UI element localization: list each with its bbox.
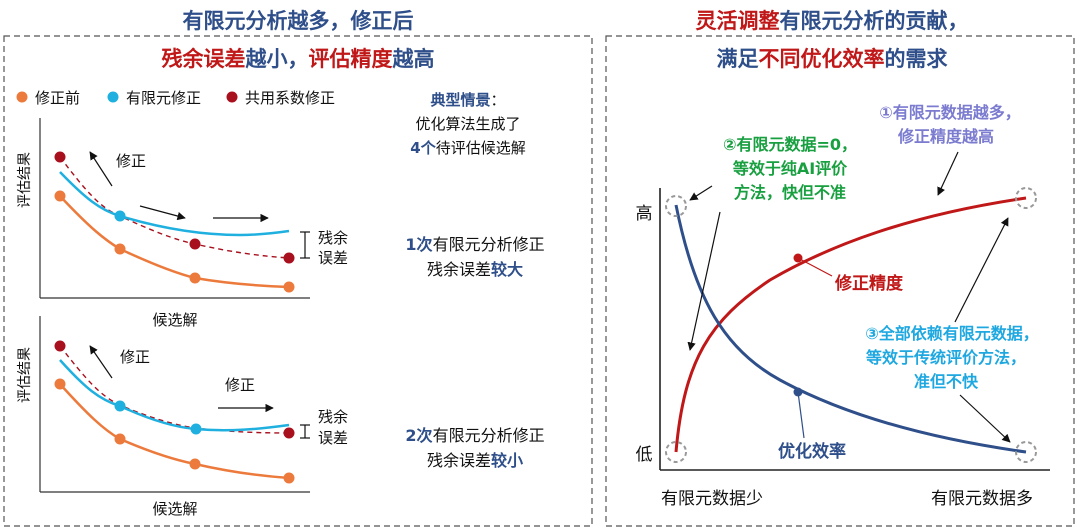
chart2-line-shared — [59, 345, 290, 434]
legend-dot-before — [16, 91, 28, 103]
legend: 修正前 有限元修正 共用系数修正 — [16, 89, 335, 107]
precision-label: 修正精度 — [834, 273, 904, 294]
chart2-arrow-up — [89, 345, 113, 379]
chart2-point-fem-2 — [114, 400, 126, 412]
chart1-point-before-2 — [114, 243, 126, 255]
chart2-arrow-label1: 修正 — [120, 348, 150, 366]
chart1-point-shared-3 — [189, 238, 201, 250]
efficiency-label: 优化效率 — [778, 441, 846, 462]
right-x-right: 有限元数据多 — [931, 489, 1033, 509]
chart2-arrow-label2: 修正 — [225, 376, 255, 394]
precision-curve — [674, 196, 1027, 453]
chart2-point-shared-1 — [54, 340, 66, 352]
right-panel-border — [605, 35, 1075, 527]
note2-arrow-to-top — [689, 185, 713, 201]
note1-line2: 修正精度越高 — [897, 127, 994, 146]
chart2-line-before — [59, 383, 290, 480]
endpoint-circle-bottom-left — [665, 441, 687, 463]
left-title-line2: 残余误差越小，评估精度越高 — [162, 47, 435, 71]
endpoint-circle-top-right — [1015, 187, 1037, 209]
legend-dot-shared — [226, 91, 238, 103]
chart1-residual-label-1: 残余 — [318, 229, 348, 247]
efficiency-leader — [797, 391, 805, 439]
efficiency-curve — [674, 204, 1027, 454]
chart1-point-fem-2 — [114, 210, 126, 222]
note1-arrow — [937, 151, 959, 196]
chart2-point-before-2 — [114, 433, 126, 445]
legend-label-fem: 有限元修正 — [126, 89, 201, 107]
chart2-xlabel: 候选解 — [152, 500, 197, 518]
chart2-point-before-4 — [283, 472, 295, 484]
chart1-caption-line2: 残余误差较大 — [427, 260, 523, 279]
chart2-point-before-1 — [54, 378, 66, 390]
chart1-line-shared — [59, 156, 290, 259]
chart1-ylabel: 评估结果 — [17, 152, 33, 208]
chart1-arrow-right1 — [139, 205, 186, 221]
chart1-point-before-1 — [54, 190, 66, 202]
chart1-point-shared-1 — [54, 151, 66, 163]
note2-arrow-to-curve — [687, 211, 721, 351]
chart1-arrow-label: 修正 — [116, 152, 146, 170]
endpoint-circle-top-left — [665, 195, 687, 217]
precision-leader — [797, 257, 833, 277]
note3-arrow-to-bottom — [959, 394, 1011, 443]
chart1-point-before-3 — [189, 272, 201, 284]
legend-label-shared: 共用系数修正 — [245, 89, 335, 107]
chart2-line-fem — [59, 359, 290, 432]
chart2-residual-label-2: 误差 — [318, 429, 348, 447]
chart1: 评估结果 候选解 修正 残余 误差 1次有限元分析修正 残余误差较大 — [17, 118, 545, 329]
note2-line3: 方法，快但不准 — [734, 183, 846, 202]
chart2: 评估结果 候选解 修正 修正 残余 误差 2次有限元分析修正 残余误差较小 — [17, 316, 545, 518]
scenario-line1: 典型情景： — [430, 91, 505, 109]
chart2-residual-bracket — [300, 424, 310, 439]
left-title-line1: 有限元分析越多，修正后 — [183, 9, 414, 33]
note3-line2: 等效于传统评价方法， — [865, 348, 1026, 367]
chart2-residual-label-1: 残余 — [318, 408, 348, 426]
chart1-line-fem — [59, 171, 290, 237]
chart1-residual-label-2: 误差 — [318, 249, 348, 267]
right-y-high: 高 — [636, 204, 653, 224]
chart1-caption-line1: 1次有限元分析修正 — [405, 235, 544, 254]
note2-line1: ②有限元数据=0， — [723, 135, 857, 154]
chart1-point-before-4 — [283, 281, 295, 293]
right-title-line1: 灵活调整有限元分析的贡献， — [696, 9, 969, 33]
note3-line1: ③全部依赖有限元数据， — [865, 324, 1039, 343]
chart1-line-before — [59, 195, 290, 289]
chart2-point-before-3 — [189, 458, 201, 470]
chart2-caption-line1: 2次有限元分析修正 — [405, 426, 544, 445]
chart1-arrow-up — [89, 151, 113, 187]
note3-line3: 准但不快 — [914, 372, 979, 391]
note3-arrow-to-top — [954, 217, 1009, 323]
chart1-residual-bracket — [300, 231, 310, 259]
endpoint-circle-bottom-right — [1015, 441, 1037, 463]
chart2-caption-line2: 残余误差较小 — [427, 451, 523, 470]
chart2-point-fem-3 — [190, 423, 202, 435]
legend-dot-fem — [107, 91, 119, 103]
legend-label-before: 修正前 — [35, 89, 80, 107]
right-x-left: 有限元数据少 — [661, 489, 763, 509]
scenario-line2: 优化算法生成了 — [415, 115, 520, 133]
chart1-xlabel: 候选解 — [152, 311, 197, 329]
chart1-point-shared-4 — [283, 252, 295, 264]
scenario-line3: 4个待评估候选解 — [410, 139, 525, 157]
left-panel-border — [3, 35, 593, 527]
right-title-line2: 满足不同优化效率的需求 — [717, 47, 948, 71]
note1-line1: ①有限元数据越多， — [879, 103, 1021, 122]
note2-line2: 等效于纯AI评价 — [732, 159, 848, 178]
chart2-ylabel: 评估结果 — [17, 347, 33, 403]
chart2-point-shared-4 — [283, 427, 295, 439]
right-y-low: 低 — [636, 445, 653, 465]
